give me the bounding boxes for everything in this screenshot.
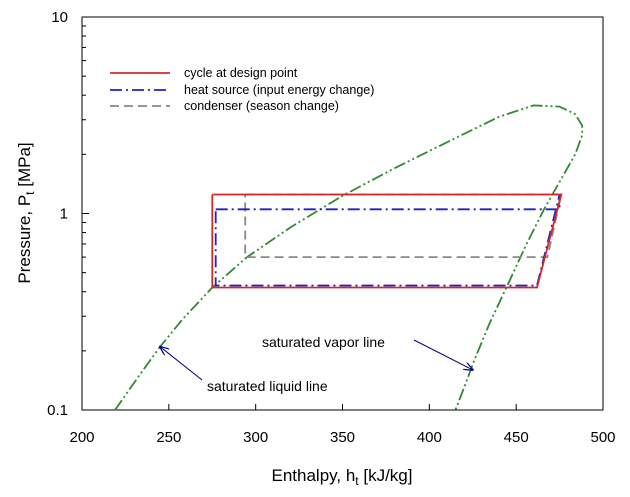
x-tick-label: 250: [156, 429, 181, 446]
legend-label-condenser: condenser (season change): [184, 99, 339, 113]
annotation-arrow-liquid: [160, 347, 203, 381]
x-tick-label: 450: [504, 429, 529, 446]
series-line-0: [211, 193, 563, 289]
y-tick-label: 0.1: [47, 402, 68, 419]
annotation-saturated-liquid: saturated liquid line: [160, 347, 328, 394]
x-axis-ticks: 200 250 300 350 400 450 500: [69, 404, 616, 446]
y-tick-label: 10: [51, 9, 68, 26]
annotation-saturated-vapor: saturated vapor line: [262, 334, 473, 370]
annotation-label-liquid: saturated liquid line: [207, 378, 328, 394]
annotation-label-vapor: saturated vapor line: [262, 334, 385, 350]
legend: cycle at design point heat source (input…: [110, 66, 374, 113]
x-tick-label: 500: [590, 429, 615, 446]
legend-label-heat-source: heat source (input energy change): [184, 83, 374, 97]
x-tick-label: 400: [417, 429, 442, 446]
plot-frame: [81, 16, 604, 411]
x-tick-label: 350: [330, 429, 355, 446]
annotation-arrow-vapor: [413, 339, 473, 370]
legend-label-design-point: cycle at design point: [184, 66, 298, 80]
y-axis-ticks: 0.1 1 10: [47, 9, 89, 419]
x-tick-label: 300: [243, 429, 268, 446]
x-axis-title: Enthalpy, ht [kJ/kg]: [272, 466, 413, 488]
x-tick-label: 200: [69, 429, 94, 446]
series-layer: [114, 104, 584, 411]
series-line-1: [214, 194, 561, 287]
y-axis-title: Pressure, Pt [MPa]: [15, 142, 37, 283]
y-tick-label: 1: [60, 206, 68, 223]
